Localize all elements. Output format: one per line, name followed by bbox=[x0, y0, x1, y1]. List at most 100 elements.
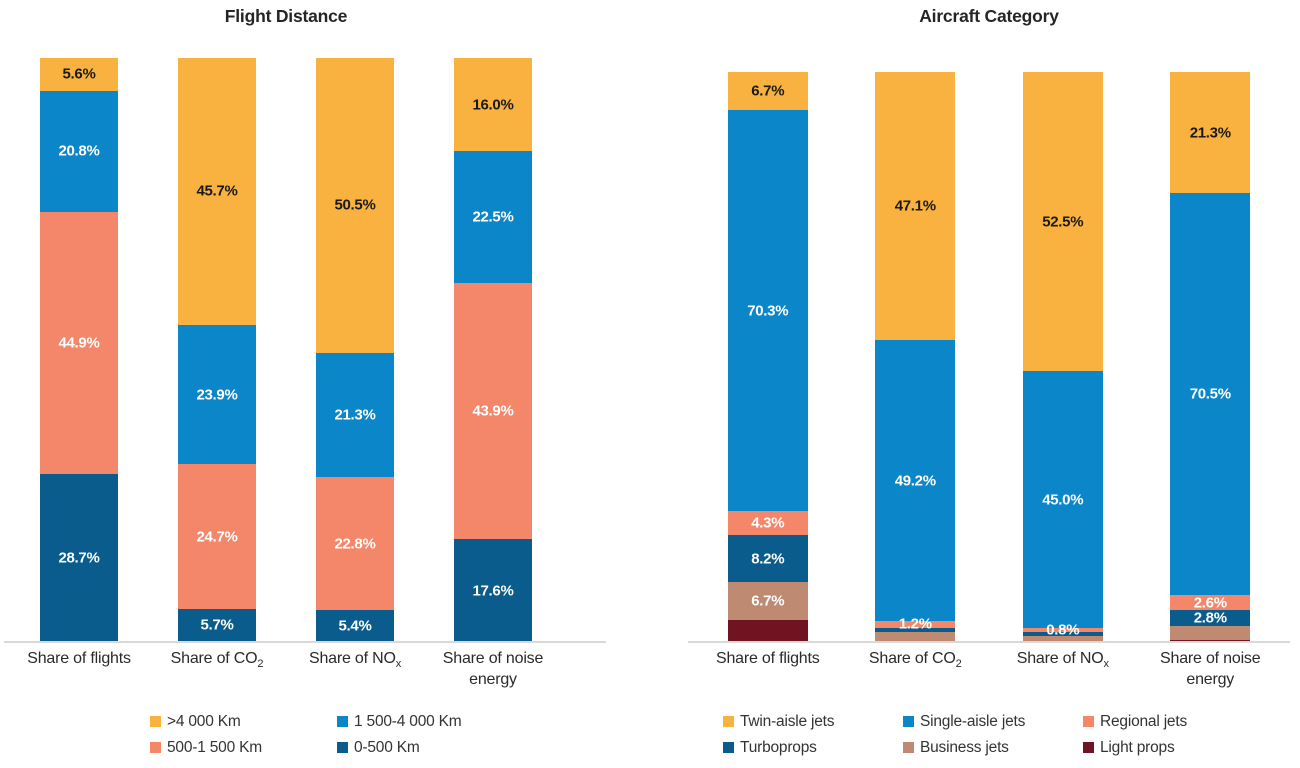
legend-swatch bbox=[1083, 716, 1094, 727]
stacked-bar: 52.5% 45.0% 0.8% bbox=[1022, 72, 1103, 642]
chart-aircraft-category: Aircraft Category 6.7% 70.3% 4.3% 8.2% 6.7% 4… bbox=[650, 0, 1300, 768]
bar-segment: 49.2% bbox=[875, 340, 956, 621]
bar-segment: 22.5% bbox=[454, 151, 532, 283]
bar-segment-label: 16.0% bbox=[472, 96, 514, 114]
legend: Twin-aisle jets Single-aisle jets Regional… bbox=[723, 711, 1263, 758]
x-axis-label: Share of noise energy bbox=[424, 649, 562, 691]
bar-column: 5.6% 20.8% 44.9% 28.7% bbox=[10, 58, 148, 642]
bar-segment: 8.2% bbox=[727, 535, 808, 583]
bar-segment-label: 44.9% bbox=[58, 334, 100, 352]
bar-segment: 21.3% bbox=[1170, 72, 1251, 194]
x-axis-label-text: Share of NO bbox=[1016, 650, 1104, 667]
bar-segment bbox=[1170, 626, 1251, 640]
chart-title: Aircraft Category bbox=[919, 6, 1059, 26]
bar-segment: 24.7% bbox=[178, 464, 256, 609]
legend-label: Turboprops bbox=[740, 738, 817, 756]
bar-segment-label: 1.2% bbox=[898, 615, 932, 633]
x-axis-label: Share of flights bbox=[10, 649, 148, 691]
x-axis-label-subscript: 2 bbox=[955, 658, 962, 671]
bar-segment: 5.6% bbox=[40, 58, 118, 91]
bar-segment: 45.7% bbox=[178, 58, 256, 325]
bar-segment: 43.9% bbox=[454, 282, 532, 540]
bar-segment bbox=[727, 620, 808, 642]
bar-segment: 16.0% bbox=[454, 58, 532, 152]
x-axis-label: Share of CO2 bbox=[148, 649, 286, 691]
legend-swatch bbox=[903, 742, 914, 753]
x-axis-label: Share of CO2 bbox=[842, 649, 990, 691]
legend-item: Light props bbox=[1083, 737, 1263, 758]
x-axis-label-text: Share of NO bbox=[308, 650, 396, 667]
x-axis-label-text: Share of CO bbox=[170, 650, 258, 667]
legend-label: Twin-aisle jets bbox=[740, 712, 835, 730]
legend-label: 500-1 500 Km bbox=[167, 738, 262, 756]
bar-segment: 21.3% bbox=[316, 352, 394, 478]
legend-item: >4 000 Km bbox=[150, 711, 337, 732]
legend-swatch bbox=[723, 742, 734, 753]
bar-segment-label: 17.6% bbox=[472, 582, 514, 600]
bar-segment-label: 0.8% bbox=[1046, 621, 1080, 639]
legend-label: Single-aisle jets bbox=[920, 712, 1026, 730]
bar-segment-label: 21.3% bbox=[1189, 124, 1231, 142]
bar-segment: 52.5% bbox=[1022, 72, 1103, 372]
chart-title: Flight Distance bbox=[224, 6, 348, 26]
stacked-bar: 16.0% 22.5% 43.9% 17.6% bbox=[454, 58, 532, 642]
bar-segment-label: 47.1% bbox=[894, 197, 936, 215]
x-axis-line bbox=[4, 641, 606, 643]
bar-segment: 0.8% bbox=[1022, 623, 1103, 638]
x-axis-label: Share of flights bbox=[694, 649, 842, 691]
bar-segment: 5.7% bbox=[178, 608, 256, 642]
bar-segment: 50.5% bbox=[316, 58, 394, 353]
legend-swatch bbox=[337, 716, 348, 727]
bar-segment: 23.9% bbox=[178, 324, 256, 465]
bar-column: 50.5% 21.3% 22.8% 5.4% bbox=[286, 58, 424, 642]
bar-segment-label: 2.8% bbox=[1193, 609, 1227, 627]
legend-swatch bbox=[903, 716, 914, 727]
plot-area: 6.7% 70.3% 4.3% 8.2% 6.7% 47.1% 49.2% 1.2% 52.5%… bbox=[694, 72, 1284, 642]
bar-segment-label: 45.0% bbox=[1042, 491, 1084, 508]
bar-segment: 2.8% bbox=[1170, 609, 1251, 627]
bar-segment-label: 22.5% bbox=[472, 208, 514, 226]
x-axis-label: Share of NOx bbox=[286, 649, 424, 691]
legend-label: >4 000 Km bbox=[167, 712, 241, 730]
x-axis-label-subscript: x bbox=[1103, 658, 1109, 671]
legend-label: Business jets bbox=[920, 738, 1009, 756]
bar-segment-label: 6.7% bbox=[751, 592, 785, 610]
legend-swatch bbox=[150, 716, 161, 727]
bar-column: 16.0% 22.5% 43.9% 17.6% bbox=[424, 58, 562, 642]
bar-segment bbox=[1022, 632, 1103, 637]
bar-segment-label: 43.9% bbox=[472, 402, 514, 420]
bar-segment: 2.6% bbox=[1170, 595, 1251, 610]
legend-item: Business jets bbox=[903, 737, 1083, 758]
legend-item: 1 500-4 000 Km bbox=[337, 711, 524, 732]
bar-segment bbox=[1170, 639, 1251, 642]
bar-column: 6.7% 70.3% 4.3% 8.2% 6.7% bbox=[694, 72, 842, 642]
bar-segment bbox=[875, 627, 956, 633]
x-axis-label-text: Share of flights bbox=[27, 650, 131, 667]
legend-label: 1 500-4 000 Km bbox=[354, 712, 462, 730]
stacked-bar: 47.1% 49.2% 1.2% bbox=[875, 72, 956, 642]
bar-segment: 1.2% bbox=[875, 617, 956, 632]
bar-segment: 5.4% bbox=[316, 610, 394, 642]
x-axis-labels: Share of flights Share of CO2 Share of NOx… bbox=[694, 649, 1284, 691]
x-axis-label-text: Share of flights bbox=[715, 650, 820, 667]
bar-segment-label: 70.5% bbox=[1189, 385, 1231, 403]
bar-segment-label: 52.5% bbox=[1042, 213, 1084, 231]
bar-segment: 47.1% bbox=[875, 72, 956, 341]
bar-segment: 6.7% bbox=[727, 72, 808, 111]
legend-item: 500-1 500 Km bbox=[150, 737, 337, 758]
legend-item: Twin-aisle jets bbox=[723, 711, 903, 732]
stacked-bar: 45.7% 23.9% 24.7% 5.7% bbox=[178, 58, 256, 642]
x-axis-label-subscript: x bbox=[395, 658, 402, 671]
bar-segment-label: 5.7% bbox=[200, 616, 234, 634]
legend: >4 000 Km 1 500-4 000 Km 500-1 500 Km 0-500… bbox=[150, 711, 524, 758]
x-axis-label-text: Share of noise energy bbox=[442, 650, 544, 688]
bar-segment: 22.8% bbox=[316, 477, 394, 611]
legend-item: 0-500 Km bbox=[337, 737, 524, 758]
bar-column: 21.3% 70.5% 2.6% 2.8% bbox=[1137, 72, 1285, 642]
stacked-bar: 6.7% 70.3% 4.3% 8.2% 6.7% bbox=[727, 72, 808, 642]
bar-segment-label: 49.2% bbox=[894, 472, 936, 490]
x-axis-label-text: Share of CO bbox=[868, 650, 956, 667]
legend-label: Regional jets bbox=[1100, 712, 1188, 730]
bar-segment-label: 8.2% bbox=[751, 550, 785, 568]
bar-segment-label: 5.4% bbox=[338, 617, 372, 635]
